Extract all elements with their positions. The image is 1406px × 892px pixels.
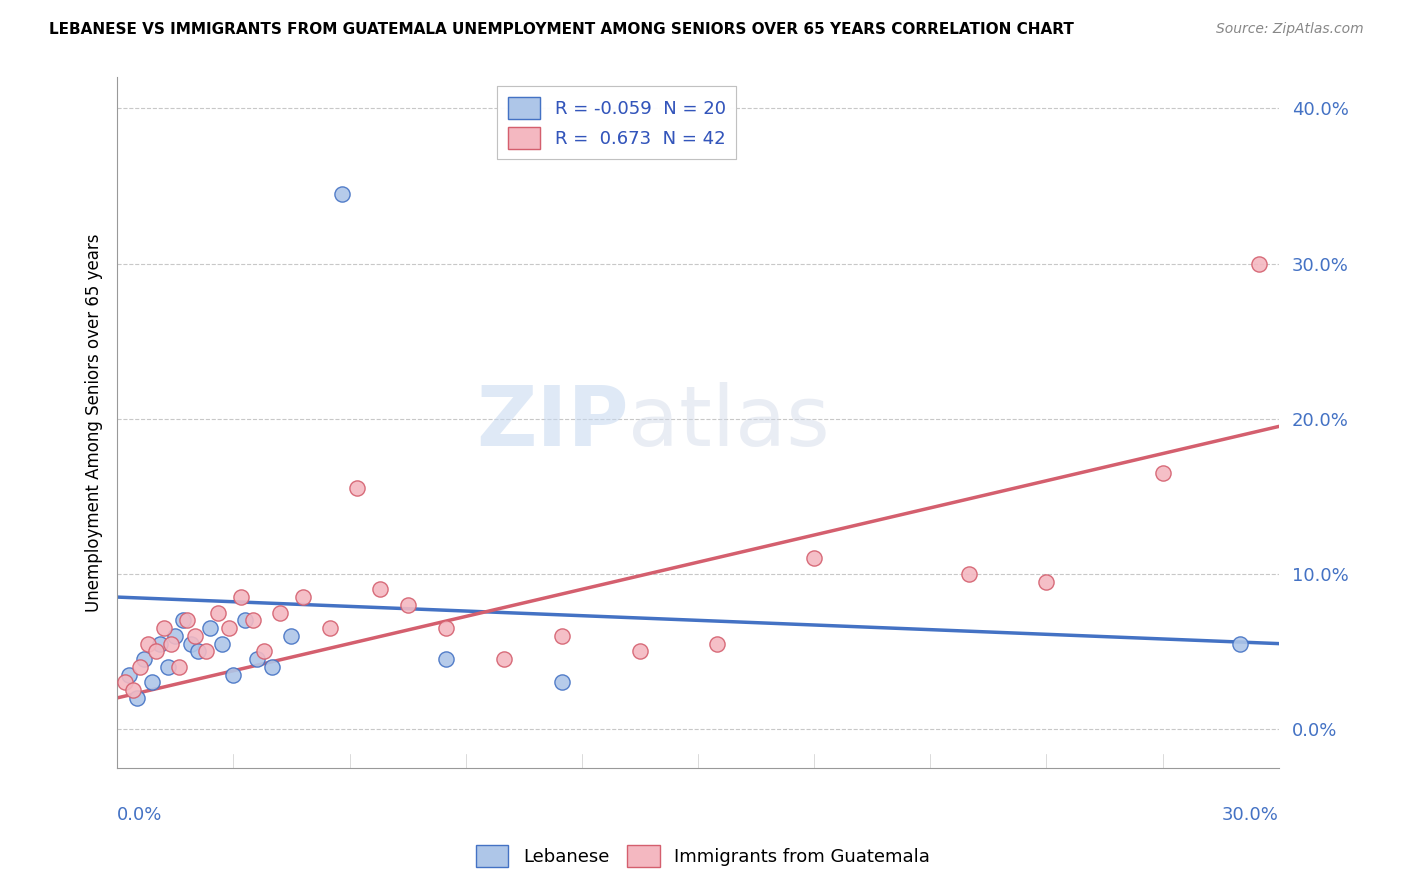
Point bbox=[218, 621, 240, 635]
Point bbox=[1035, 574, 1057, 589]
Point bbox=[233, 613, 256, 627]
Point bbox=[198, 621, 221, 635]
Point bbox=[319, 621, 342, 635]
Point bbox=[149, 637, 172, 651]
Point bbox=[129, 660, 152, 674]
Point bbox=[136, 637, 159, 651]
Point bbox=[346, 482, 368, 496]
Text: atlas: atlas bbox=[628, 382, 830, 463]
Point bbox=[628, 644, 651, 658]
Point bbox=[195, 644, 218, 658]
Point bbox=[134, 652, 156, 666]
Point bbox=[160, 637, 183, 651]
Point bbox=[269, 606, 291, 620]
Point bbox=[167, 660, 190, 674]
Point bbox=[706, 637, 728, 651]
Point bbox=[1152, 466, 1174, 480]
Point bbox=[434, 652, 457, 666]
Text: LEBANESE VS IMMIGRANTS FROM GUATEMALA UNEMPLOYMENT AMONG SENIORS OVER 65 YEARS C: LEBANESE VS IMMIGRANTS FROM GUATEMALA UN… bbox=[49, 22, 1074, 37]
Point bbox=[280, 629, 302, 643]
Text: Source: ZipAtlas.com: Source: ZipAtlas.com bbox=[1216, 22, 1364, 37]
Text: 0.0%: 0.0% bbox=[117, 805, 163, 823]
Point bbox=[145, 644, 167, 658]
Point bbox=[222, 667, 245, 681]
Point bbox=[803, 551, 825, 566]
Point bbox=[253, 644, 276, 658]
Point bbox=[114, 675, 136, 690]
Point bbox=[121, 683, 143, 698]
Point bbox=[211, 637, 233, 651]
Point bbox=[156, 660, 179, 674]
Point bbox=[551, 675, 574, 690]
Point bbox=[152, 621, 174, 635]
Text: ZIP: ZIP bbox=[475, 382, 628, 463]
Point bbox=[434, 621, 457, 635]
Legend: Lebanese, Immigrants from Guatemala: Lebanese, Immigrants from Guatemala bbox=[468, 838, 938, 874]
Point bbox=[330, 186, 353, 201]
Y-axis label: Unemployment Among Seniors over 65 years: Unemployment Among Seniors over 65 years bbox=[86, 234, 103, 612]
Point bbox=[165, 629, 187, 643]
Point bbox=[1249, 256, 1271, 270]
Point bbox=[229, 590, 252, 604]
Point bbox=[262, 660, 284, 674]
Point bbox=[172, 613, 194, 627]
Point bbox=[245, 652, 267, 666]
Point bbox=[396, 598, 419, 612]
Point bbox=[141, 675, 163, 690]
Text: 30.0%: 30.0% bbox=[1222, 805, 1278, 823]
Point bbox=[207, 606, 229, 620]
Point bbox=[183, 629, 205, 643]
Point bbox=[118, 667, 141, 681]
Point bbox=[551, 629, 574, 643]
Point bbox=[176, 613, 198, 627]
Point bbox=[242, 613, 264, 627]
Point bbox=[957, 566, 980, 581]
Point bbox=[180, 637, 202, 651]
Point bbox=[370, 582, 392, 597]
Point bbox=[125, 690, 148, 705]
Point bbox=[494, 652, 516, 666]
Point bbox=[187, 644, 209, 658]
Legend: R = -0.059  N = 20, R =  0.673  N = 42: R = -0.059 N = 20, R = 0.673 N = 42 bbox=[496, 87, 737, 160]
Point bbox=[292, 590, 315, 604]
Point bbox=[1229, 637, 1251, 651]
